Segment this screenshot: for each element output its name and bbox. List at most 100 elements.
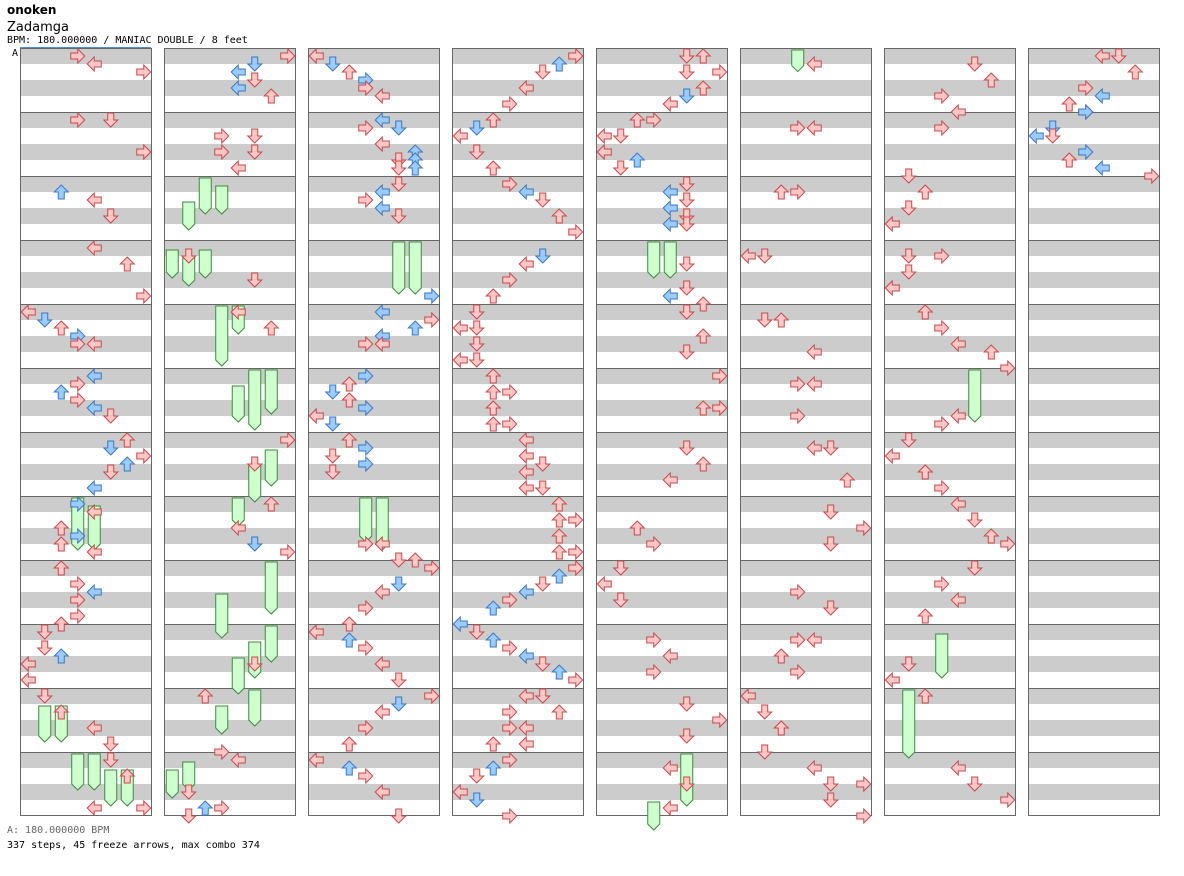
freeze-arrow [264, 369, 278, 415]
right-arrow-icon [712, 399, 728, 417]
down-arrow-icon [390, 208, 407, 224]
freeze-arrow [215, 705, 229, 735]
beat-stripe [308, 272, 440, 288]
left-arrow-icon [20, 671, 36, 689]
beat-stripe [308, 176, 440, 192]
right-arrow-icon [712, 711, 728, 729]
beat-stripe [308, 688, 440, 704]
beat-stripe [164, 80, 296, 96]
up-arrow-icon [341, 376, 358, 392]
left-arrow-icon [308, 623, 324, 641]
beat-stripe [596, 208, 728, 224]
beat-stripe [164, 368, 296, 384]
down-arrow-icon [324, 56, 341, 72]
right-arrow-icon [646, 111, 662, 129]
beat-stripe [884, 752, 1016, 768]
beat-stripe [596, 240, 728, 256]
up-arrow-icon [485, 160, 502, 176]
column-border [596, 48, 728, 816]
down-arrow-icon [966, 560, 983, 576]
down-arrow-icon [102, 408, 119, 424]
beat-stripe [452, 752, 584, 768]
freeze-arrow [392, 241, 406, 295]
beat-stripe [740, 144, 872, 160]
left-arrow-icon [374, 111, 390, 129]
beat-stripe [164, 624, 296, 640]
left-arrow-icon [1094, 159, 1110, 177]
beat-stripe [740, 592, 872, 608]
beat-stripe [452, 624, 584, 640]
left-arrow-icon [662, 799, 678, 817]
right-arrow-icon [70, 111, 86, 129]
beat-stripe [20, 48, 152, 64]
beat-stripe [164, 560, 296, 576]
left-arrow-icon [662, 183, 678, 201]
left-arrow-icon [86, 239, 102, 257]
column-border [20, 48, 152, 816]
freeze-arrow [165, 769, 179, 799]
down-arrow-icon [468, 144, 485, 160]
beat-stripe [452, 304, 584, 320]
left-arrow-icon [884, 447, 900, 465]
up-arrow-icon [341, 64, 358, 80]
down-arrow-icon [180, 808, 197, 824]
right-arrow-icon [214, 127, 230, 145]
down-arrow-icon [822, 536, 839, 552]
up-arrow-icon [53, 616, 70, 632]
down-arrow-icon [36, 688, 53, 704]
freeze-arrow [248, 689, 262, 727]
down-arrow-icon [678, 176, 695, 192]
column-border [164, 48, 296, 816]
down-arrow-icon [1044, 128, 1061, 144]
beat-stripe [884, 336, 1016, 352]
beat-stripe [308, 464, 440, 480]
down-arrow-icon [534, 456, 551, 472]
left-arrow-icon [518, 735, 534, 753]
up-arrow-icon [53, 384, 70, 400]
left-arrow-icon [1094, 87, 1110, 105]
right-arrow-icon [70, 335, 86, 353]
beat-stripe [884, 528, 1016, 544]
up-arrow-icon [119, 768, 136, 784]
beat-stripe [452, 48, 584, 64]
left-arrow-icon [950, 103, 966, 121]
right-arrow-icon [934, 119, 950, 137]
right-arrow-icon [934, 247, 950, 265]
up-arrow-icon [551, 496, 568, 512]
up-arrow-icon [1061, 152, 1078, 168]
left-arrow-icon [1094, 47, 1110, 65]
beat-stripe [164, 688, 296, 704]
left-arrow-icon [950, 495, 966, 513]
left-arrow-icon [884, 671, 900, 689]
freeze-arrow [408, 241, 422, 295]
down-arrow-icon [612, 592, 629, 608]
left-arrow-icon [1028, 127, 1044, 145]
down-arrow-icon [900, 248, 917, 264]
right-arrow-icon [856, 775, 872, 793]
left-arrow-icon [518, 583, 534, 601]
beat-stripe [740, 368, 872, 384]
right-arrow-icon [1144, 167, 1160, 185]
right-arrow-icon [136, 799, 152, 817]
down-arrow-icon [468, 792, 485, 808]
beat-stripe [884, 496, 1016, 512]
right-arrow-icon [934, 575, 950, 593]
left-arrow-icon [518, 463, 534, 481]
beat-stripe [596, 432, 728, 448]
beat-stripe [596, 720, 728, 736]
freeze-arrow [968, 369, 982, 423]
freeze-arrow [791, 49, 805, 73]
chart-column [596, 48, 728, 816]
down-arrow-icon [534, 64, 551, 80]
right-arrow-icon [568, 671, 584, 689]
beat-stripe [1028, 624, 1160, 640]
down-arrow-icon [756, 744, 773, 760]
down-arrow-icon [900, 200, 917, 216]
beat-stripe [20, 432, 152, 448]
right-arrow-icon [70, 375, 86, 393]
left-arrow-icon [86, 399, 102, 417]
right-arrow-icon [70, 591, 86, 609]
up-arrow-icon [1061, 96, 1078, 112]
down-arrow-icon [756, 704, 773, 720]
up-arrow-icon [917, 608, 934, 624]
